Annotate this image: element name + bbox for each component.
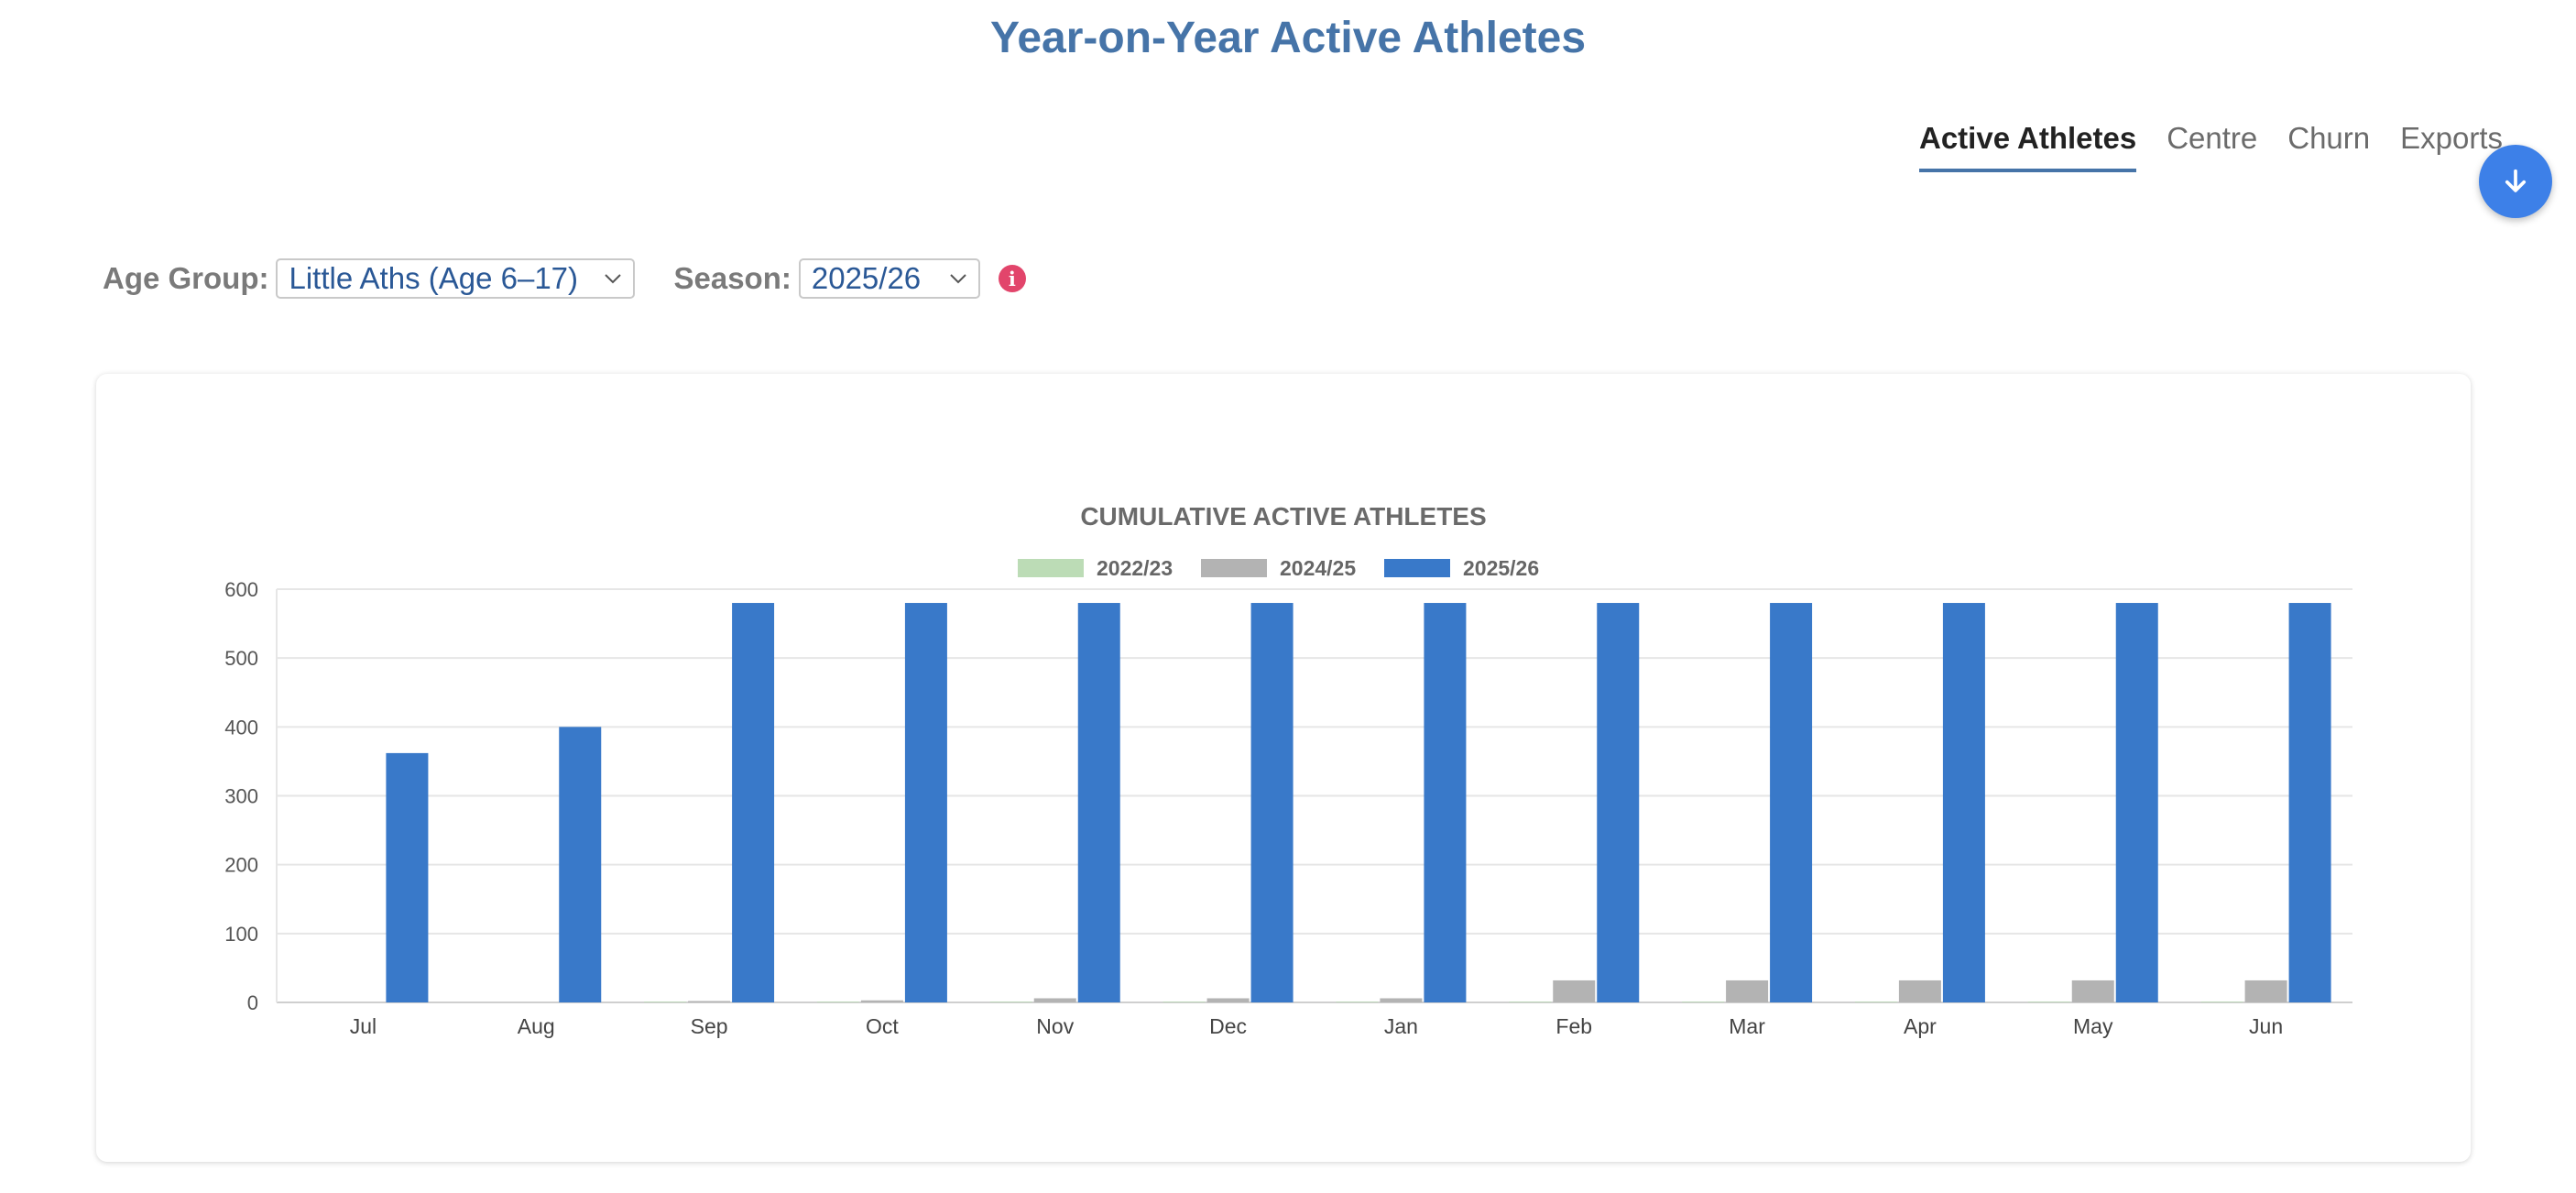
bar-nov-series-1 xyxy=(989,1001,1032,1002)
legend-swatch-1 xyxy=(1018,559,1084,577)
x-tick-label: Feb xyxy=(1555,1014,1592,1038)
bar-jan-series-3 xyxy=(1424,603,1467,1002)
legend-label-3: 2025/26 xyxy=(1463,556,1539,580)
bar-feb-series-2 xyxy=(1553,980,1596,1002)
bar-dec-series-3 xyxy=(1250,603,1293,1002)
bar-apr-series-1 xyxy=(1854,1001,1897,1002)
bar-oct-series-3 xyxy=(904,603,947,1002)
legend-swatch-3 xyxy=(1384,559,1450,577)
x-tick-label: Apr xyxy=(1904,1014,1937,1038)
bar-oct-series-2 xyxy=(860,1000,903,1002)
x-tick-label: Oct xyxy=(866,1014,899,1038)
age-group-select[interactable]: Little Aths (Age 6–17) xyxy=(276,258,636,299)
legend-label-1: 2022/23 xyxy=(1097,556,1173,580)
bar-sep-series-2 xyxy=(688,1001,731,1002)
bar-mar-series-2 xyxy=(1726,980,1769,1002)
x-tick-label: Sep xyxy=(691,1014,728,1038)
legend-swatch-2 xyxy=(1201,559,1267,577)
age-group-value: Little Aths (Age 6–17) xyxy=(289,261,579,295)
season-label: Season: xyxy=(673,261,791,295)
bar-nov-series-2 xyxy=(1033,998,1076,1002)
bar-jun-series-3 xyxy=(2288,603,2331,1002)
x-tick-label: Jul xyxy=(350,1014,377,1038)
download-button[interactable] xyxy=(2479,145,2552,218)
info-icon[interactable]: i xyxy=(998,265,1026,292)
chevron-down-icon xyxy=(949,273,967,284)
bar-may-series-1 xyxy=(2027,1001,2070,1002)
y-tick-label: 100 xyxy=(224,923,258,946)
season-select[interactable]: 2025/26 xyxy=(798,258,980,299)
y-tick-label: 500 xyxy=(224,647,258,670)
bar-jul-series-3 xyxy=(386,752,429,1002)
chart-title: CUMULATIVE ACTIVE ATHLETES xyxy=(1080,502,1486,531)
bar-jan-series-2 xyxy=(1380,998,1423,1002)
bar-jun-series-2 xyxy=(2244,980,2287,1002)
bar-aug-series-3 xyxy=(559,727,602,1002)
tab-exports[interactable]: Exports xyxy=(2400,121,2504,155)
bar-dec-series-1 xyxy=(1162,1001,1206,1002)
x-tick-label: May xyxy=(2073,1014,2113,1038)
bar-dec-series-2 xyxy=(1206,998,1250,1002)
bar-nov-series-3 xyxy=(1077,603,1120,1002)
bar-may-series-2 xyxy=(2071,980,2114,1002)
tab-churn[interactable]: Churn xyxy=(2287,121,2371,155)
tab-active-athletes[interactable]: Active Athletes xyxy=(1919,121,2137,172)
cumulative-athletes-chart: CUMULATIVE ACTIVE ATHLETES 2022/23 2024/25… xyxy=(224,502,2352,1038)
bar-feb-series-1 xyxy=(1509,1001,1552,1002)
filter-bar: Age Group: Little Aths (Age 6–17) Season… xyxy=(103,257,1026,301)
age-group-label: Age Group: xyxy=(103,261,269,295)
bar-apr-series-2 xyxy=(1898,980,1941,1002)
arrow-down-icon xyxy=(2505,169,2527,192)
nav-tabs: Active Athletes Centre Churn Exports xyxy=(1919,121,2533,180)
bar-mar-series-1 xyxy=(1682,1001,1725,1002)
bar-sep-series-3 xyxy=(732,603,775,1002)
bar-feb-series-3 xyxy=(1597,603,1640,1002)
x-tick-label: Dec xyxy=(1209,1014,1247,1038)
page-title: Year-on-Year Active Athletes xyxy=(989,14,1587,62)
bar-sep-series-1 xyxy=(644,1001,687,1002)
x-tick-label: Nov xyxy=(1036,1014,1074,1038)
x-tick-label: Aug xyxy=(518,1014,555,1038)
legend-label-2: 2024/25 xyxy=(1280,556,1356,580)
y-tick-label: 400 xyxy=(224,716,258,739)
y-tick-label: 0 xyxy=(247,991,258,1014)
bar-jan-series-1 xyxy=(1336,1001,1379,1002)
bar-mar-series-3 xyxy=(1770,603,1813,1002)
bar-oct-series-1 xyxy=(816,1001,859,1002)
tab-centre[interactable]: Centre xyxy=(2167,121,2258,155)
chevron-down-icon xyxy=(604,273,622,284)
y-tick-label: 600 xyxy=(224,578,258,601)
bar-apr-series-3 xyxy=(1942,603,1985,1002)
bar-may-series-3 xyxy=(2115,603,2158,1002)
x-tick-label: Jun xyxy=(2249,1014,2283,1038)
x-tick-label: Mar xyxy=(1729,1014,1765,1038)
x-tick-label: Jan xyxy=(1384,1014,1418,1038)
bar-jun-series-1 xyxy=(2200,1001,2243,1002)
chart-card: CUMULATIVE ACTIVE ATHLETES 2022/23 2024/25… xyxy=(96,374,2471,1162)
y-tick-label: 200 xyxy=(224,854,258,877)
season-value: 2025/26 xyxy=(811,261,922,295)
y-tick-label: 300 xyxy=(224,785,258,808)
